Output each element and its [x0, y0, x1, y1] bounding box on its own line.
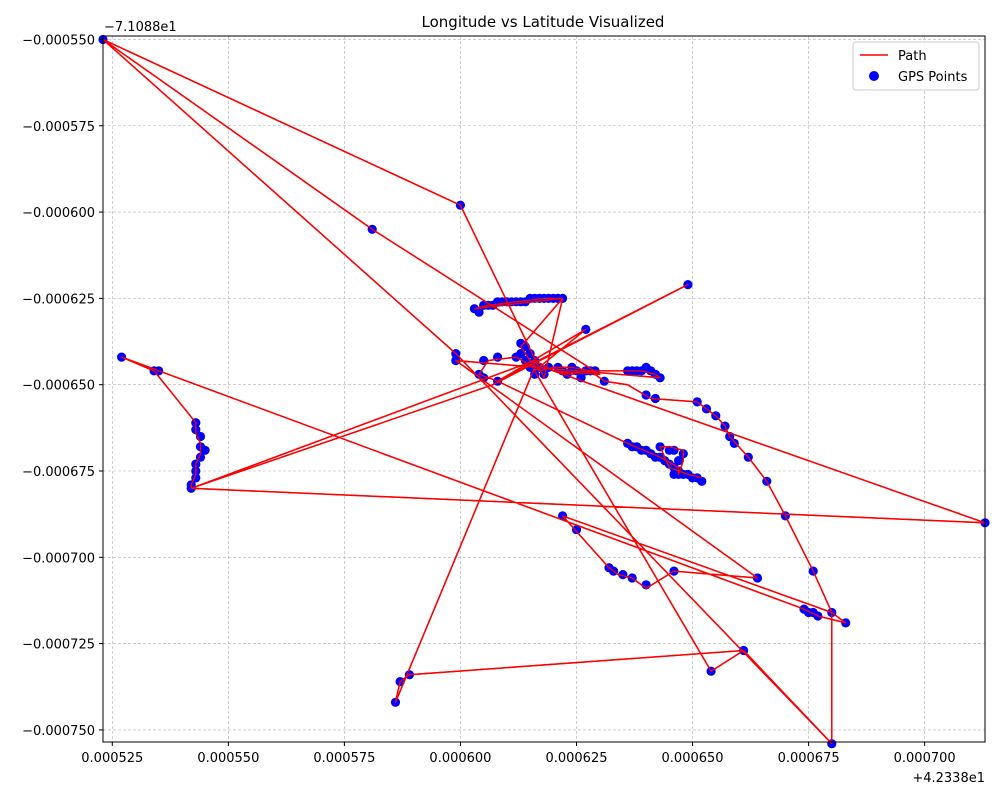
y-tick-label: −0.000600	[22, 206, 95, 221]
y-tick-label: −0.000550	[22, 33, 95, 48]
gps-point	[571, 525, 582, 535]
legend-gps-points-swatch	[869, 71, 879, 81]
gps-point	[729, 438, 739, 448]
x-tick-label: 0.000675	[778, 751, 840, 766]
y-tick-label: −0.000750	[22, 724, 95, 739]
y-tick-label: −0.000725	[22, 638, 95, 653]
y-tick-label: −0.000650	[22, 379, 95, 394]
legend-path-label: Path	[898, 49, 927, 64]
legend-gps-points-label: GPS Points	[898, 70, 968, 85]
plot-background	[103, 36, 985, 742]
gps-point	[525, 349, 535, 359]
y-tick-label: −0.000625	[22, 292, 95, 307]
y-offset-label: −7.1088e1	[104, 20, 177, 35]
x-tick-label: 0.000625	[545, 751, 607, 766]
y-axis: −0.000550 −0.000575 −0.000600 −0.000625 −0.0…	[22, 33, 103, 739]
x-tick-label: 0.000650	[662, 751, 724, 766]
y-tick-label: −0.000575	[22, 120, 95, 135]
x-offset-label: +4.2338e1	[912, 771, 985, 786]
x-axis: 0.000525 0.000550 0.000575 0.000600 0.000625…	[81, 742, 956, 766]
plot-frame	[102, 35, 986, 743]
grid-lines	[103, 36, 985, 742]
gps-point	[200, 445, 210, 455]
gps-point	[697, 476, 707, 486]
gps-point	[674, 456, 684, 466]
path-line-overlay	[102, 38, 986, 745]
x-tick-label: 0.000550	[197, 751, 259, 766]
x-tick-label: 0.000525	[81, 751, 143, 766]
gps-points-series	[98, 34, 990, 749]
y-tick-label: −0.000700	[22, 551, 95, 566]
y-tick-label: −0.000675	[22, 465, 95, 480]
plot-area	[98, 34, 990, 749]
x-tick-label: 0.000600	[429, 751, 491, 766]
chart-title: Longitude vs Latitude Visualized	[422, 13, 665, 31]
x-tick-label: 0.000575	[313, 751, 375, 766]
legend: Path GPS Points	[852, 41, 980, 91]
x-tick-label: 0.000700	[894, 751, 956, 766]
legend-box	[852, 41, 980, 91]
gps-point	[474, 307, 484, 317]
